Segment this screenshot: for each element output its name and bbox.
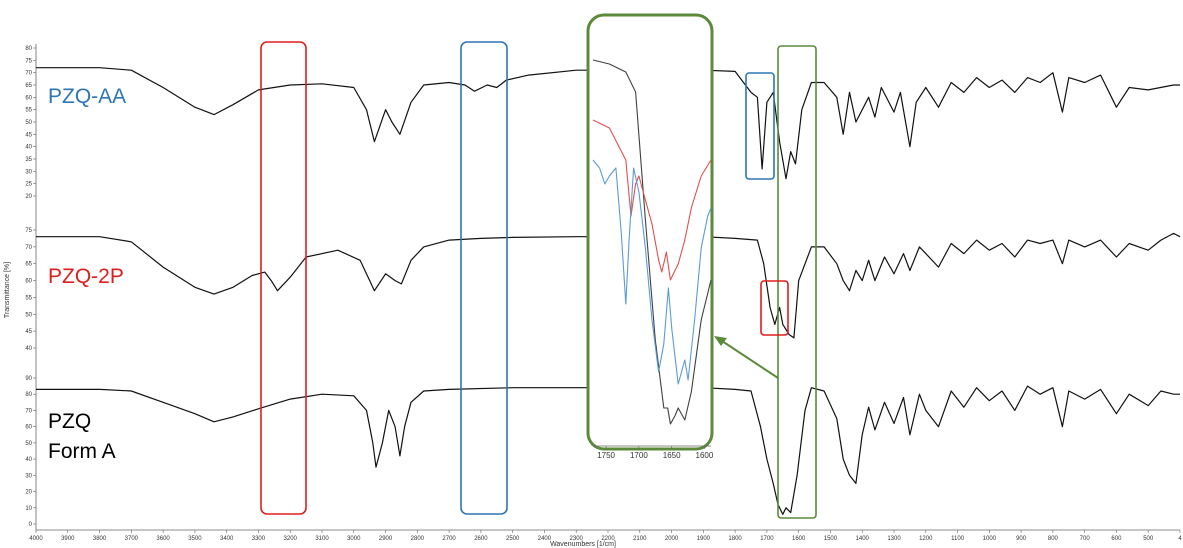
x-tick-label: 1400	[856, 536, 870, 542]
y-tick-label: 65	[25, 83, 32, 89]
x-tick-label: 3400	[220, 536, 234, 542]
y-tick-label: 0	[29, 522, 33, 528]
y-tick-label: 60	[25, 279, 32, 285]
x-tick-label: 2600	[474, 536, 488, 542]
x-tick-label: 3000	[347, 536, 361, 542]
y-tick-label: 70	[25, 71, 32, 77]
x-tick-label: 3100	[315, 536, 329, 542]
x-tick-label: 2400	[538, 536, 552, 542]
y-tick-label: 70	[25, 408, 32, 414]
y-tick-label: 45	[25, 132, 32, 138]
x-tick-label: 2900	[379, 536, 393, 542]
x-tick-label: 600	[1111, 536, 1122, 542]
x-tick-label: 1100	[951, 536, 965, 542]
y-tick-label: 80	[25, 46, 32, 52]
x-tick-label: 1500	[824, 536, 838, 542]
y-tick-label: 50	[25, 441, 32, 447]
y-tick-label: 35	[25, 157, 32, 163]
x-tick-label: 1700	[760, 536, 774, 542]
blue-box-co	[745, 72, 775, 180]
x-tick-label: 3600	[156, 536, 170, 542]
red-box-nh	[260, 41, 307, 515]
sample-labels: PZQ-AA PZQ-2P PZQ Form A	[48, 85, 126, 463]
inset-x-tick-label: 1700	[630, 451, 648, 460]
y-tick-label: 70	[25, 245, 32, 251]
y-tick-label: 75	[25, 58, 32, 64]
y-tick-label: 75	[25, 228, 32, 234]
sample-label: PZQ-2P	[48, 265, 124, 288]
x-tick-label: 800	[1048, 536, 1059, 542]
inset-frame	[586, 13, 714, 451]
x-tick-label: 3500	[188, 536, 202, 542]
red-box-co	[760, 280, 789, 336]
sample-label: PZQ-AA	[48, 85, 126, 108]
y-tick-label: 30	[25, 473, 32, 479]
x-tick-label: 3800	[93, 536, 107, 542]
x-tick-label: 1200	[919, 536, 933, 542]
y-tick-label: 60	[25, 95, 32, 101]
y-tick-label: 45	[25, 329, 32, 335]
inset-x-tick-label: 1750	[597, 451, 615, 460]
zoom-arrow	[714, 336, 779, 379]
sample-label: PZQ	[48, 410, 91, 433]
y-tick-label: 25	[25, 182, 32, 188]
x-tick-label: 2200	[601, 536, 615, 542]
y-tick-label: 65	[25, 262, 32, 268]
x-axis-label: Wavenumbers [1/cm]	[550, 541, 616, 548]
y-tick-label: 10	[25, 506, 32, 512]
y-tick-label: 50	[25, 312, 32, 318]
inset-x-tick-label: 1600	[696, 451, 714, 460]
x-tick-label: 2500	[506, 536, 520, 542]
x-tick-label: 1000	[983, 536, 997, 542]
x-tick-label: 3700	[125, 536, 139, 542]
y-tick-label: 55	[25, 295, 32, 301]
green-box-co	[777, 45, 817, 519]
spectrum-line-3	[36, 385, 1180, 515]
y-tick-label: 20	[25, 490, 32, 496]
x-tick-label: 3200	[284, 536, 298, 542]
zoom-arrow-line	[721, 340, 779, 379]
x-tick-label: 2100	[633, 536, 647, 542]
x-tick-label: 2300	[570, 536, 584, 542]
y-tick-label: 40	[25, 457, 32, 463]
x-tick-label: 4000	[29, 536, 43, 542]
x-tick-label: 2000	[665, 536, 679, 542]
x-tick-label: 700	[1080, 536, 1091, 542]
y-tick-label: 60	[25, 425, 32, 431]
inset-x-tick-label: 1650	[663, 451, 681, 460]
inset-spectrum-3	[592, 159, 712, 385]
spectra-traces	[36, 67, 1181, 515]
x-tick-label: 2800	[411, 536, 425, 542]
y-tick-label: 40	[25, 145, 32, 151]
y-tick-label: 20	[25, 194, 32, 200]
y-axis-label: Transmittance [%]	[4, 262, 11, 318]
axes: 4000 3900 3800 3700 3600 3500 3400 3300 3200 3100…	[25, 44, 1182, 542]
y-tick-label: 80	[25, 392, 32, 398]
inset-spectrum-1	[592, 59, 712, 425]
x-tick-label: 900	[1016, 536, 1027, 542]
inset-spectrum-2	[592, 119, 712, 281]
x-tick-label: 3300	[252, 536, 266, 542]
sample-label: Form A	[48, 440, 116, 463]
highlight-boxes	[260, 41, 817, 519]
y-tick-label: 50	[25, 120, 32, 126]
y-tick-label: 55	[25, 108, 32, 114]
spectrum-line-1	[36, 67, 1180, 180]
x-tick-label: 1800	[728, 536, 742, 542]
blue-box-oh	[460, 41, 508, 515]
x-tick-label: 2700	[442, 536, 456, 542]
x-tick-label: 500	[1143, 536, 1154, 542]
x-tick-label: 1900	[697, 536, 711, 542]
x-tick-label: 1300	[887, 536, 901, 542]
x-tick-label: 3900	[61, 536, 75, 542]
x-tick-label: 4	[1178, 536, 1182, 542]
x-tick-label: 1600	[792, 536, 806, 542]
zoom-arrow-head	[714, 336, 727, 346]
y-tick-label: 90	[25, 376, 32, 382]
y-tick-label: 40	[25, 346, 32, 352]
y-tick-label: 30	[25, 169, 32, 175]
spectrum-line-2	[36, 232, 1181, 339]
inset-zoom: 1750 1700 1650 1600	[586, 13, 779, 460]
